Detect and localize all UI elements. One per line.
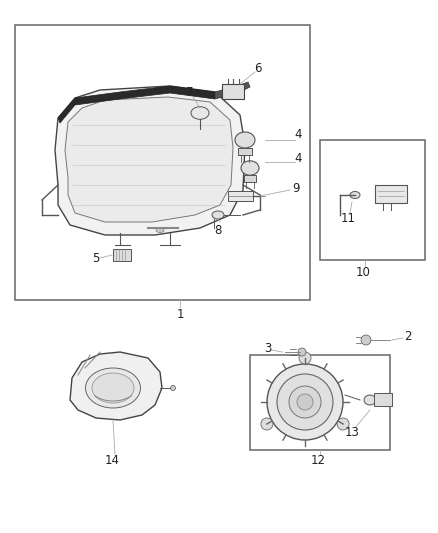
Bar <box>113 249 131 261</box>
Circle shape <box>261 418 273 430</box>
Ellipse shape <box>85 368 141 408</box>
Text: 5: 5 <box>92 252 100 264</box>
Ellipse shape <box>350 191 360 198</box>
Ellipse shape <box>241 161 259 175</box>
Text: 1: 1 <box>176 309 184 321</box>
Text: 9: 9 <box>292 182 300 195</box>
Circle shape <box>299 352 311 364</box>
Ellipse shape <box>364 395 376 405</box>
Polygon shape <box>215 82 250 99</box>
Bar <box>228 191 253 201</box>
Polygon shape <box>55 86 245 235</box>
Text: 4: 4 <box>294 151 302 165</box>
Text: 7: 7 <box>186 86 194 100</box>
Circle shape <box>267 364 343 440</box>
Bar <box>244 175 256 182</box>
Text: 3: 3 <box>264 342 272 354</box>
Text: 10: 10 <box>356 265 371 279</box>
Circle shape <box>289 386 321 418</box>
Text: 8: 8 <box>214 223 222 237</box>
Bar <box>15 25 310 300</box>
Ellipse shape <box>191 107 209 119</box>
Bar <box>375 185 407 203</box>
Bar <box>222 84 244 99</box>
Text: 6: 6 <box>254 61 262 75</box>
Text: 11: 11 <box>340 212 356 224</box>
Polygon shape <box>65 97 233 222</box>
Ellipse shape <box>156 228 164 232</box>
Circle shape <box>337 418 349 430</box>
Polygon shape <box>70 352 162 420</box>
Text: 14: 14 <box>105 454 120 466</box>
Text: 13: 13 <box>345 425 360 439</box>
Ellipse shape <box>170 385 176 391</box>
Circle shape <box>277 374 333 430</box>
Circle shape <box>298 348 306 356</box>
Bar <box>238 148 252 155</box>
Bar <box>320 140 425 260</box>
Ellipse shape <box>92 373 134 403</box>
Ellipse shape <box>235 132 255 148</box>
Bar <box>374 393 392 406</box>
Circle shape <box>361 335 371 345</box>
Text: 12: 12 <box>311 454 325 466</box>
Ellipse shape <box>212 211 224 219</box>
Bar <box>250 355 390 450</box>
Polygon shape <box>58 86 215 123</box>
Text: 2: 2 <box>404 329 412 343</box>
Text: 4: 4 <box>294 128 302 141</box>
Circle shape <box>297 394 313 410</box>
